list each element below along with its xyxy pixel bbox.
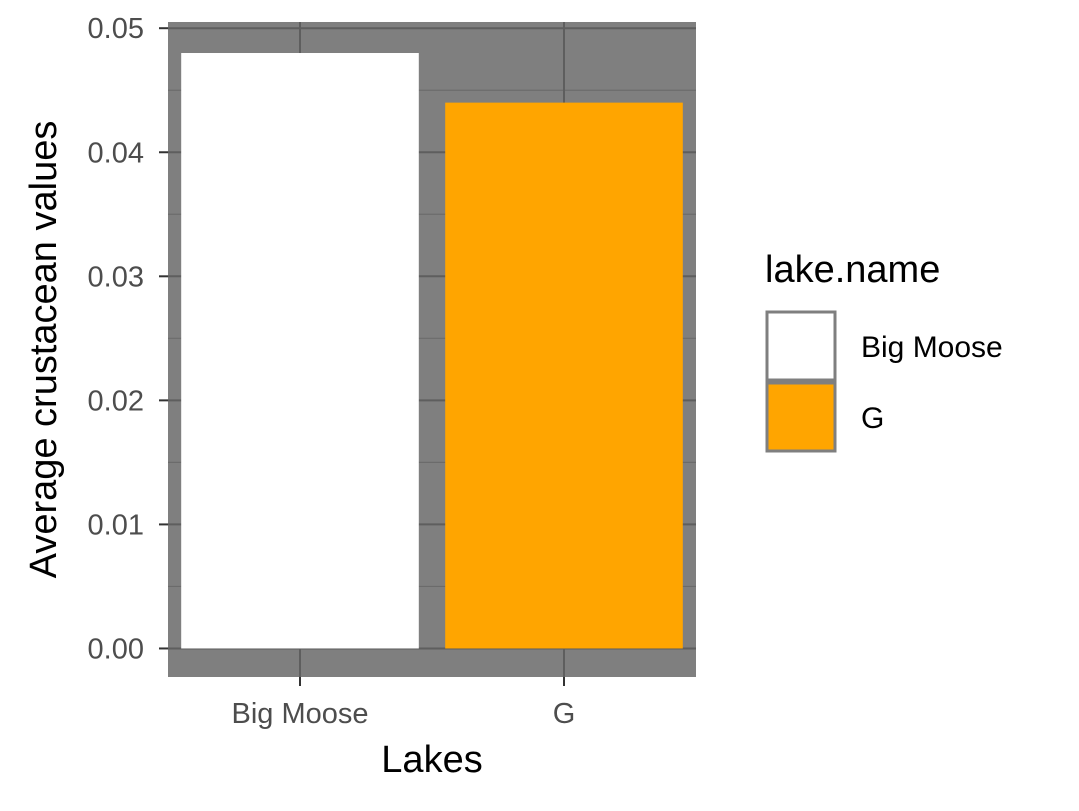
legend-key-g	[765, 381, 837, 453]
legend-title: lake.name	[765, 249, 940, 291]
bar-g	[445, 102, 683, 649]
bar-big-moose	[181, 53, 419, 649]
y-tick-label: 0.03	[88, 261, 144, 293]
x-axis: Big Moose G	[231, 677, 575, 730]
x-tick-label: Big Moose	[231, 698, 368, 730]
legend-label: G	[861, 402, 884, 435]
y-tick-label: 0.04	[88, 137, 144, 169]
legend: lake.name Big Moose G	[765, 249, 1003, 453]
legend-label: Big Moose	[861, 331, 1003, 364]
y-tick-label: 0.02	[88, 385, 144, 417]
x-tick-label: G	[553, 698, 576, 730]
y-axis-title: Average crustacean values	[23, 121, 65, 579]
legend-key-big-moose	[765, 310, 837, 382]
y-axis: 0.00 0.01 0.02 0.03 0.04 0.05	[88, 13, 168, 665]
y-tick-label: 0.05	[88, 13, 144, 45]
y-tick-label: 0.00	[88, 633, 144, 665]
x-axis-title: Lakes	[381, 739, 482, 781]
y-tick-label: 0.01	[88, 509, 144, 541]
bars	[181, 53, 683, 649]
